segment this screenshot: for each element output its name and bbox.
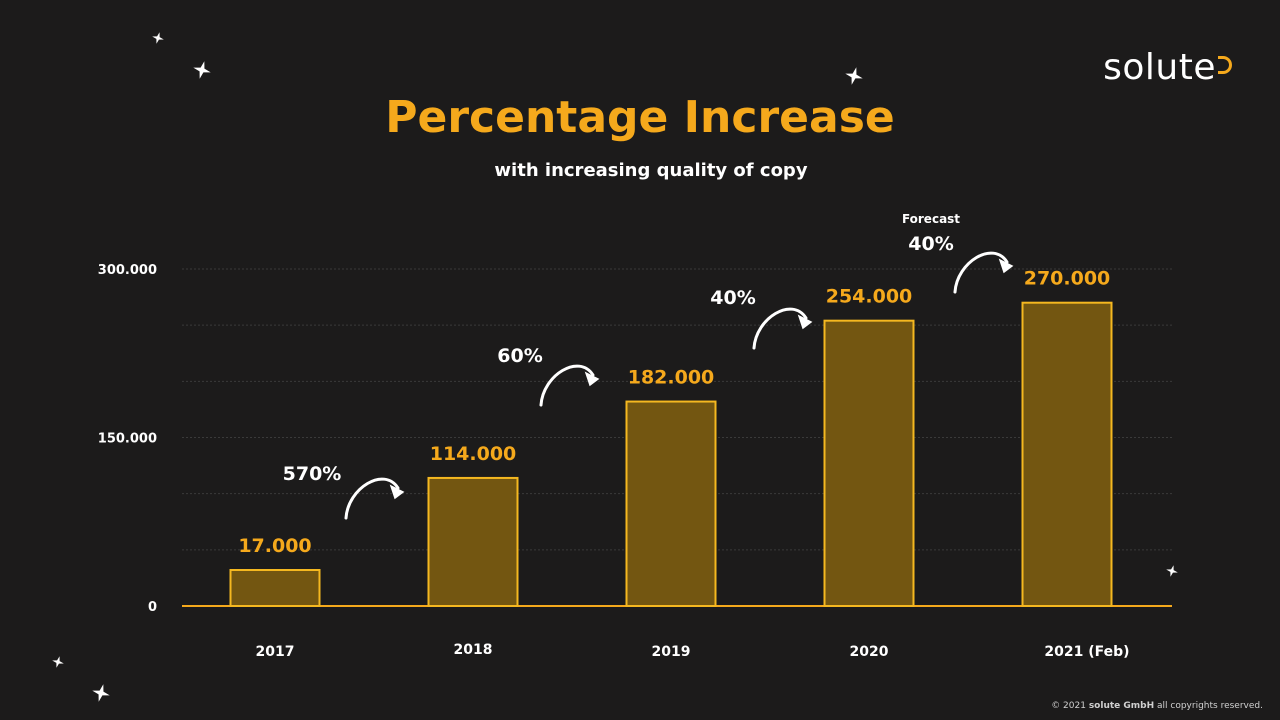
solute-logo: solute (1103, 50, 1232, 86)
copyright-footer: © 2021 solute GmbH all copyrights reserv… (1051, 701, 1263, 711)
sparkle-icon (193, 61, 211, 79)
y-tick-label: 300.000 (98, 263, 157, 278)
forecast-note: Forecast (902, 212, 960, 226)
bar-value-label: 254.000 (826, 286, 913, 308)
growth-label: 40% (908, 233, 953, 255)
x-tick-label: 2020 (850, 644, 889, 660)
footer-prefix: © 2021 (1051, 701, 1086, 711)
sparkle-icon (152, 32, 164, 44)
y-tick-label: 0 (148, 600, 157, 615)
chart-subtitle: with increasing quality of copy (494, 160, 808, 181)
bar-value-label: 114.000 (430, 443, 517, 465)
footer-suffix: all copyrights reserved. (1157, 701, 1263, 711)
curved-arrow-icon (953, 251, 1009, 294)
x-tick-label: 2019 (652, 644, 691, 660)
bar-value-label: 182.000 (628, 367, 715, 389)
growth-label: 40% (710, 287, 755, 309)
growth-label: 60% (497, 345, 542, 367)
growth-label: 570% (283, 463, 342, 485)
arrowhead-icon (389, 484, 405, 500)
curved-arrow-icon (539, 364, 595, 407)
x-tick-label: 2017 (256, 644, 295, 660)
arrowhead-icon (797, 314, 813, 330)
sparkle-icon (52, 656, 64, 668)
logo-mark-icon (1218, 56, 1232, 74)
logo-text: solute (1103, 47, 1216, 88)
arrowhead-icon (584, 371, 600, 387)
sparkle-icon (92, 684, 110, 702)
curved-arrow-icon (344, 477, 400, 520)
sparkle-icon (845, 67, 863, 85)
sparkle-icon (1166, 565, 1178, 577)
bar (427, 476, 519, 607)
bar (625, 400, 717, 608)
y-tick-label: 150.000 (98, 432, 157, 447)
bar-value-label: 17.000 (238, 535, 311, 557)
bar-value-label: 270.000 (1024, 268, 1111, 290)
x-tick-label: 2018 (454, 642, 493, 658)
curved-arrow-icon (752, 307, 808, 350)
x-tick-label: 2021 (Feb) (1044, 644, 1129, 660)
arrowhead-icon (998, 258, 1014, 274)
bar (229, 569, 321, 607)
chart-title: Percentage Increase (385, 92, 895, 143)
bar (823, 319, 915, 607)
footer-company: solute GmbH (1088, 701, 1155, 711)
bar (1021, 301, 1113, 607)
